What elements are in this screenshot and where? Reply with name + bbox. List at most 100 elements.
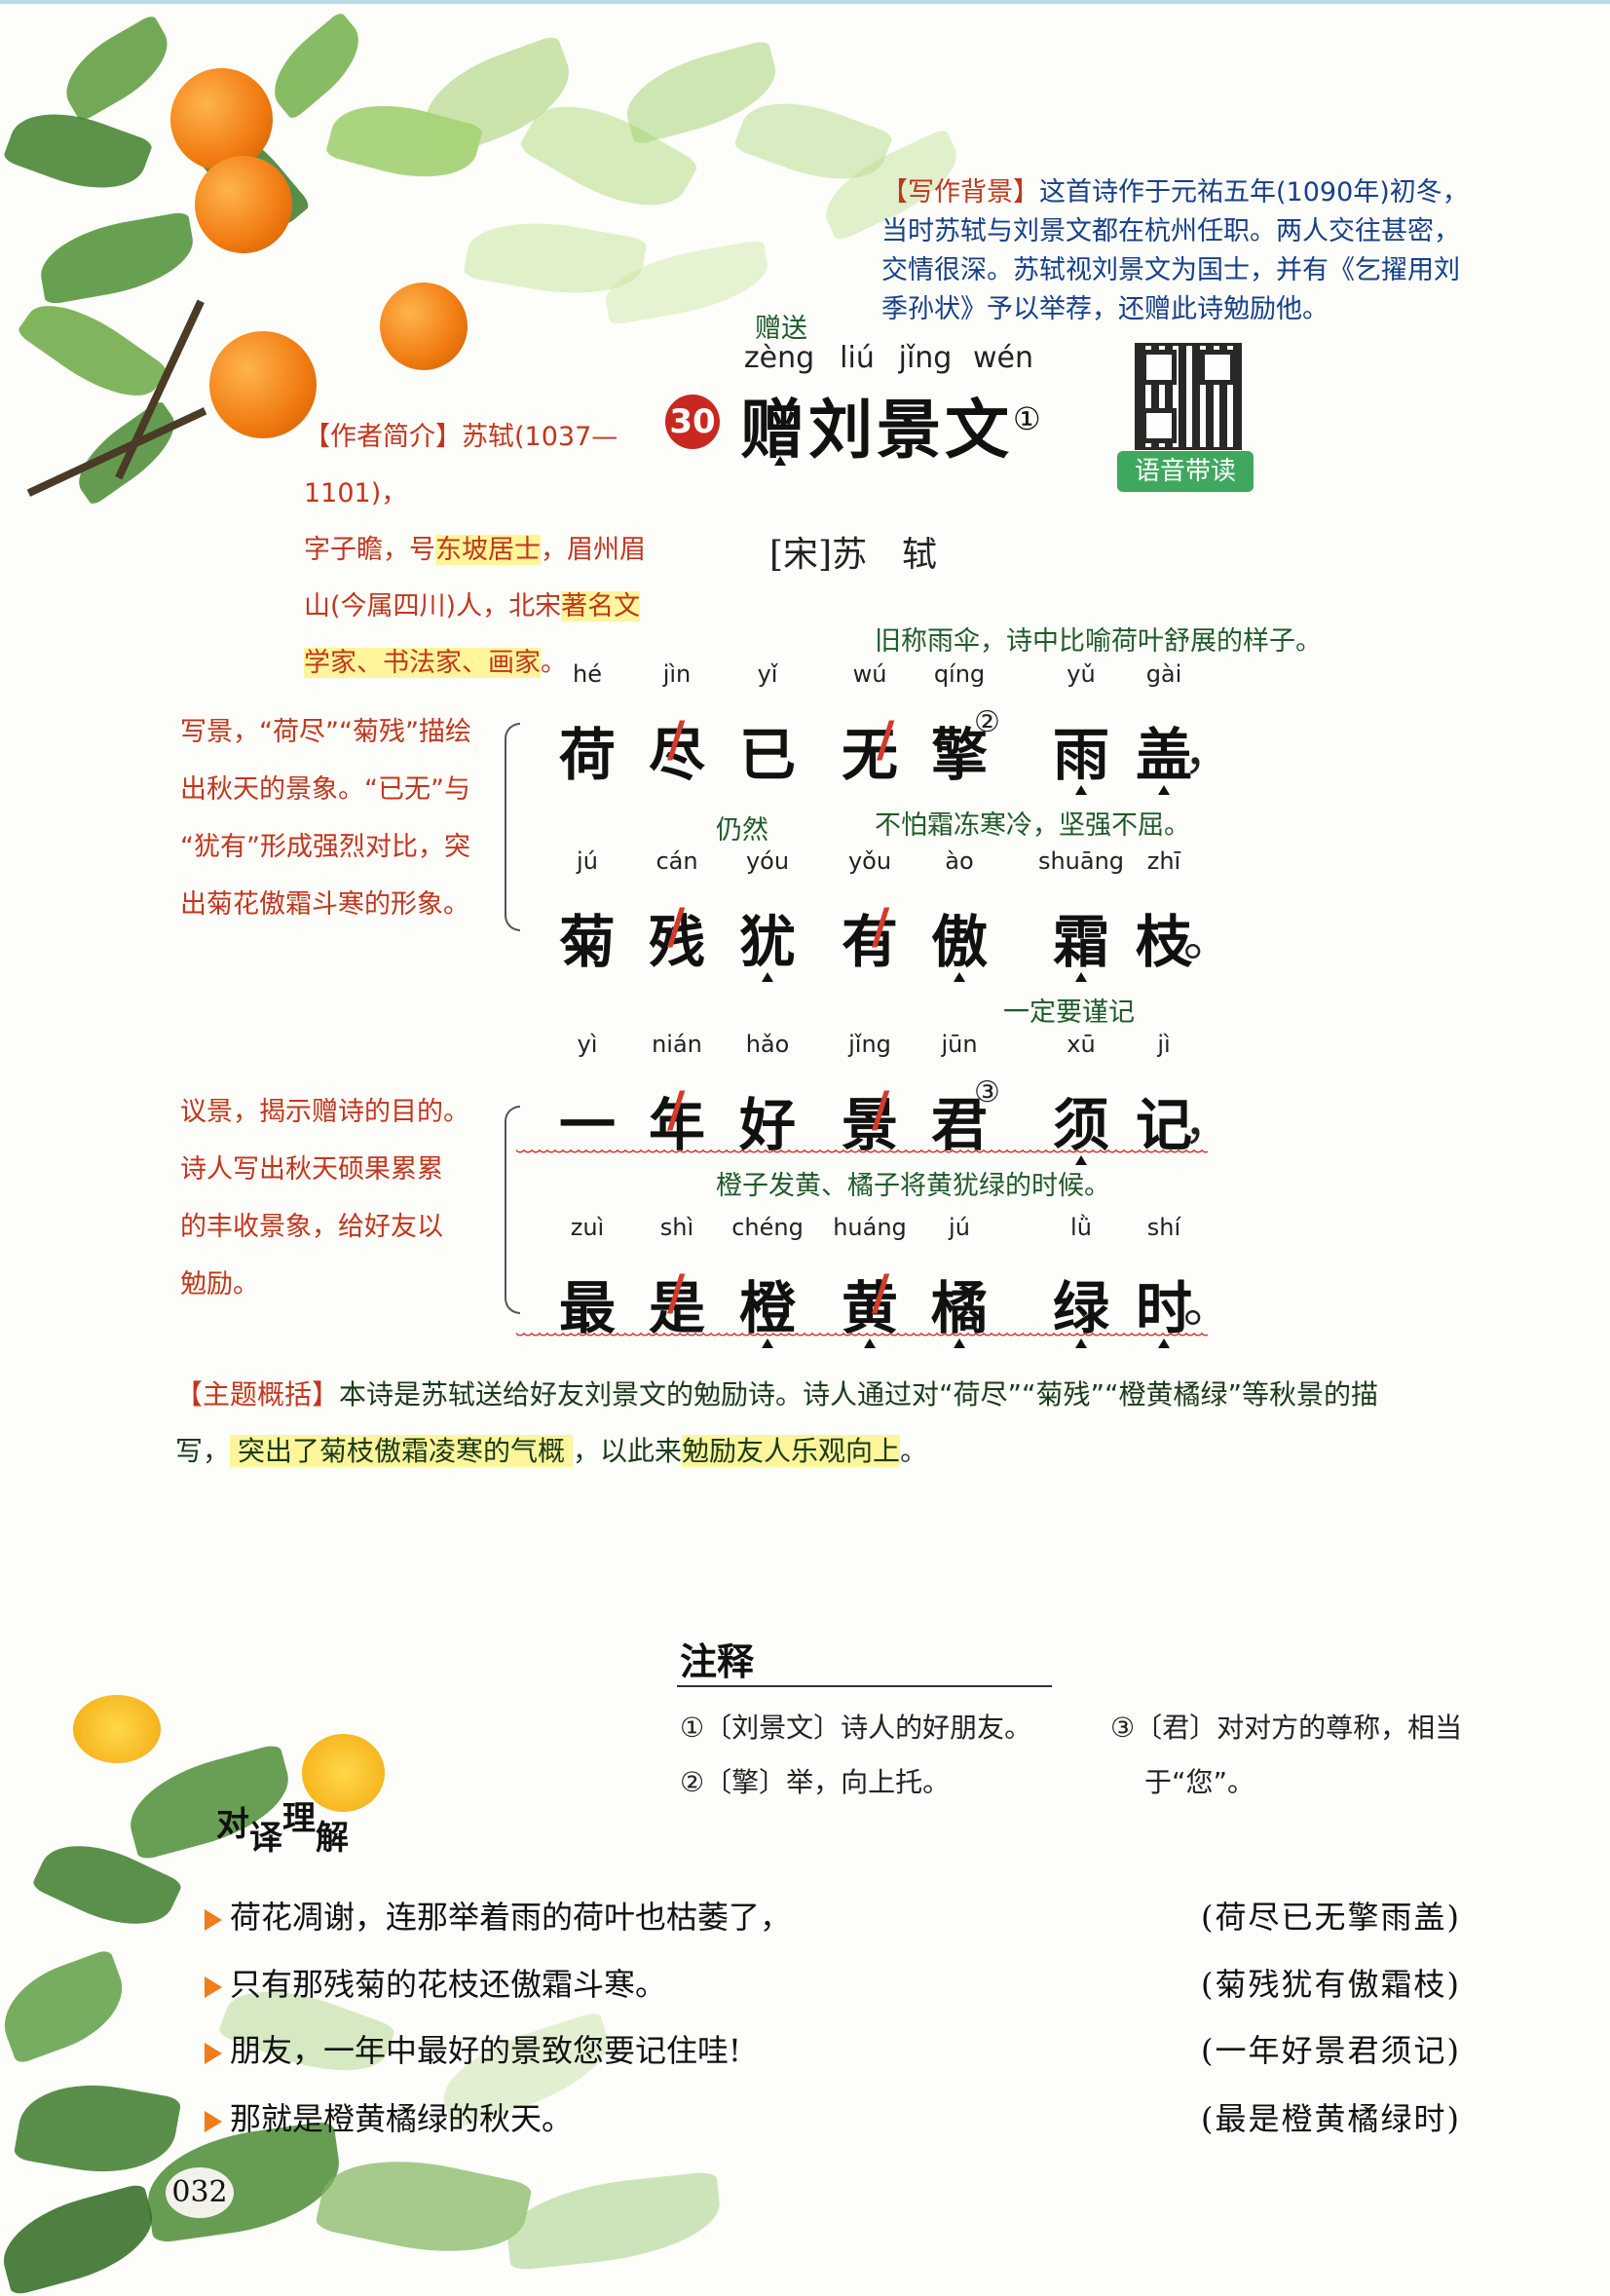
note-3-cont: 于“您”。 (1144, 1766, 1255, 1798)
writing-background: 【写作背景】这首诗作于元祐五年(1090年)初冬，当时苏轼与刘景文都在杭州任职。… (881, 173, 1480, 329)
writing-background-label: 【写作背景】 (881, 177, 1039, 207)
qr-code[interactable] (1135, 343, 1242, 450)
author-line: ，眉州眉 (541, 535, 646, 565)
author-highlight: 著名文 (561, 591, 641, 621)
pinyin: hé (573, 660, 602, 688)
poem-char: 绿 (1052, 1275, 1109, 1341)
stress-dot (1158, 785, 1170, 795)
theme-line: 。 (900, 1435, 928, 1467)
pause-slash: / (667, 1081, 686, 1138)
poem-char: 雨 (1052, 722, 1109, 788)
poem-char: 尽 (648, 722, 705, 788)
pinyin: ào (945, 847, 974, 875)
chrysanthemum-flower (302, 1734, 385, 1812)
pinyin: jìn (662, 660, 692, 688)
punctuation: ， (1183, 724, 1232, 780)
gloss-qing: 旧称雨伞，诗中比喻荷叶舒展的样子。 (875, 626, 1322, 657)
theme-highlight: 突出了菊枝傲霜凌寒的气概 (230, 1435, 574, 1467)
pinyin: qíng (933, 660, 986, 688)
poem-char: 傲 (930, 909, 988, 975)
poem-body: hé jìn yǐ wú qíng yǔ gài 荷尽已无擎雨盖 ② ， / / jú cán yóu yǒu… (516, 660, 1232, 1348)
pinyin: jì (1157, 1031, 1171, 1058)
pause-slash: / (877, 711, 895, 768)
side-note-line: 出秋天的景象。“已无”与 (180, 774, 470, 805)
side-note-line: “犹有”形成强烈对比，突 (180, 832, 470, 862)
poem-char: 时 (1135, 1275, 1192, 1341)
pause-slash: / (872, 898, 890, 955)
poem-char: 一 (558, 1092, 616, 1158)
note-2: ②〔擎〕举，向上托。 (680, 1766, 951, 1798)
pinyin: jú (949, 1214, 970, 1241)
pinyin: gài (1145, 660, 1182, 688)
translation-original: (最是橙黄橘绿时) (1201, 2100, 1461, 2137)
gloss-xu-ji: 一定要谨记 (1003, 997, 1135, 1028)
writing-background-text: 这首诗作于元祐五年(1090年)初冬，当时苏轼与刘景文都在杭州任职。两人交往甚密… (881, 177, 1469, 324)
wavy-underline (516, 1149, 1208, 1155)
poem-char: 是 (648, 1275, 705, 1341)
poem-char: 犹 (738, 909, 796, 975)
side-note-line: 诗人写出秋天硕果累累 (180, 1154, 443, 1185)
audio-reading-button[interactable]: 语音带读 (1117, 451, 1254, 492)
stress-dot (1075, 972, 1087, 982)
pinyin: wú (852, 660, 887, 688)
poem-char: 荷 (558, 722, 616, 788)
arrow-icon (205, 1976, 222, 1998)
poem-char: 好 (738, 1092, 796, 1158)
pinyin: liú (840, 341, 875, 375)
author-label: 【作者简介】 (304, 422, 462, 452)
stress-dot (762, 1338, 773, 1348)
arrow-icon (205, 2042, 222, 2064)
pinyin: shì (659, 1214, 694, 1241)
wavy-underline (516, 1333, 1208, 1338)
poem-char: 须 (1052, 1092, 1109, 1158)
pinyin: jú (577, 847, 598, 875)
translation-original: (荷尽已无擎雨盖) (1201, 1899, 1461, 1936)
poem-title-text: 赠刘景文 (740, 392, 1013, 468)
stress-dot (1075, 785, 1087, 795)
author-line: 字子瞻，号 (304, 535, 435, 565)
poem-char: 橙 (738, 1275, 796, 1341)
stress-dot (1158, 1338, 1170, 1348)
theme-label: 【主题概括】 (175, 1378, 340, 1411)
notes-divider (677, 1685, 1052, 1687)
theme-line: 写， (175, 1435, 231, 1467)
pause-slash: / (667, 711, 686, 768)
dynasty-author: [宋]苏 轼 (769, 535, 938, 575)
pinyin: xū (1067, 1031, 1096, 1058)
pinyin: jǐng (898, 341, 953, 375)
pinyin: cán (655, 847, 698, 875)
stress-dot (954, 972, 965, 982)
side-note-line: 勉励。 (180, 1269, 259, 1299)
orange-tree-illustration (0, 0, 1023, 546)
side-note-line: 写景，“荷尽”“菊残”描绘 (180, 717, 471, 747)
arrow-icon (205, 2110, 222, 2132)
poem-char: 残 (648, 909, 705, 975)
side-note-scenery: 写景，“荷尽”“菊残”描绘 出秋天的景象。“已无”与 “犹有”形成强烈对比，突 … (180, 703, 502, 933)
pinyin: zhī (1146, 847, 1181, 875)
poem-char: 有 (841, 909, 898, 975)
note-mark: ① (1013, 400, 1045, 437)
author-line: 苏轼(1037—1101)， (304, 422, 618, 508)
pinyin: huáng (833, 1214, 907, 1241)
translation-heading-char: 译 (249, 1819, 282, 1858)
title-pinyin: zèng liú jǐng wén (735, 341, 1047, 375)
translation-text: 只有那残菊的花枝还傲霜斗寒。 (230, 1966, 667, 2003)
stress-dot (774, 456, 786, 466)
orange-fruit (209, 331, 317, 438)
pinyin: nián (652, 1031, 702, 1058)
note-3: ③〔君〕对对方的尊称，相当 (1110, 1712, 1463, 1744)
orange-fruit (195, 156, 292, 253)
pause-slash: / (872, 1081, 890, 1138)
translation-heading-char: 理 (282, 1799, 316, 1838)
pause-slash: / (872, 1264, 890, 1321)
poem-char: 橘 (930, 1275, 988, 1341)
poem-char: 君 (930, 1092, 988, 1158)
poem-char: 盖 (1135, 722, 1192, 788)
translation-text: 朋友，一年中最好的景致您要记住哇! (230, 2032, 741, 2069)
note-1: ①〔刘景文〕诗人的好朋友。 (680, 1712, 1032, 1744)
pinyin: hǎo (745, 1031, 790, 1058)
translation-row: 只有那残菊的花枝还傲霜斗寒。 (菊残犹有傲霜枝) (205, 1960, 1461, 2005)
theme-summary: 【主题概括】本诗是苏轼送给好友刘景文的勉励诗。诗人通过对“荷尽”“菊残”“橙黄橘… (175, 1367, 1485, 1480)
title-gloss: 赠送 (755, 314, 807, 344)
pinyin: wén (972, 341, 1033, 375)
